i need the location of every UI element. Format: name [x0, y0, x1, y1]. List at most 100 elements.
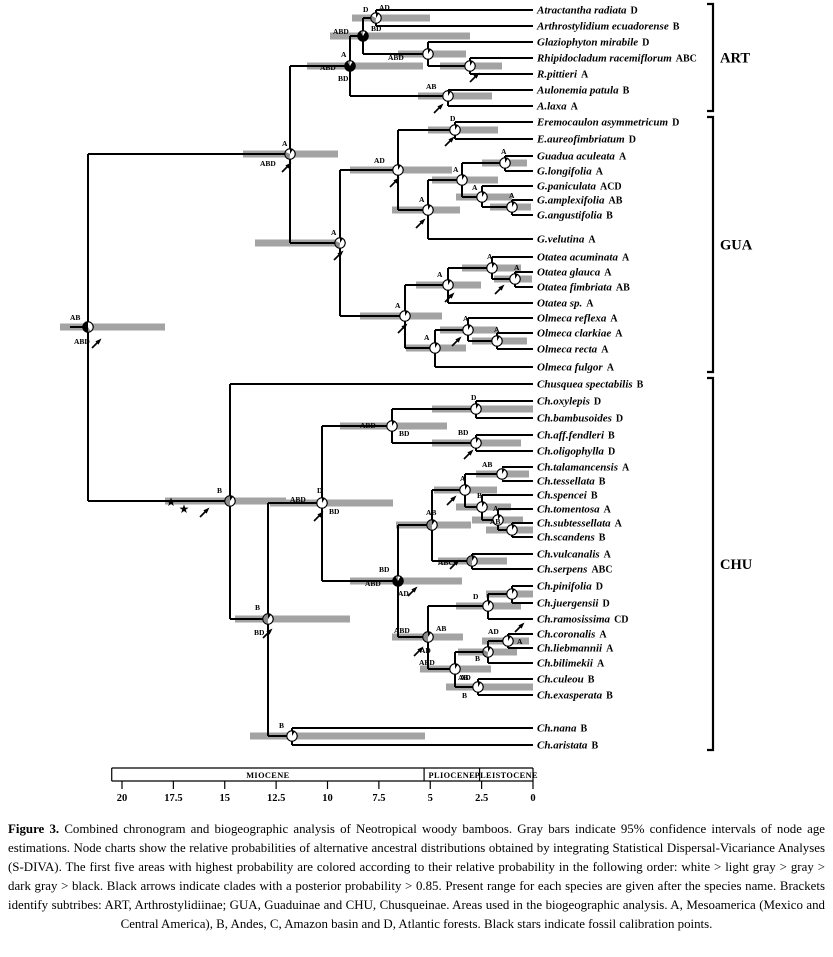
- ancestral-area-label: BD: [458, 428, 469, 437]
- confidence-bar: [250, 732, 425, 740]
- clade-bracket: [707, 2, 715, 113]
- ancestral-area-label: A: [395, 301, 401, 310]
- tip-label: G.longifolia A: [537, 166, 604, 178]
- ancestral-area-label: B: [255, 603, 260, 612]
- tip-label: Ch.oxylepis D: [537, 396, 601, 408]
- ancestral-area-label: AB: [482, 460, 492, 469]
- tip-label: Chusquea spectabilis B: [537, 379, 644, 391]
- ancestral-area-label: B: [462, 691, 467, 700]
- time-tick-label: 15: [220, 793, 231, 804]
- ancestral-area-label: D: [450, 114, 456, 123]
- ancestral-area-label: AB: [70, 313, 80, 322]
- ancestral-area-label: AD: [379, 3, 390, 12]
- confidence-bar: [330, 32, 470, 40]
- tip-label: Ch.culeou B: [537, 674, 595, 686]
- confidence-bar: [428, 126, 498, 134]
- tip-label: A.laxa A: [536, 101, 579, 113]
- tip-label: G.velutina A: [537, 234, 596, 246]
- ancestral-area-label: ABD: [333, 27, 349, 36]
- tip-label: Olmeca fulgor A: [537, 362, 615, 374]
- ancestral-area-label: BD: [371, 24, 382, 33]
- ancestral-area-label: AB: [426, 82, 436, 91]
- confidence-bar: [350, 577, 462, 585]
- tip-label: Ch.vulcanalis A: [537, 549, 612, 561]
- ancestral-area-label: BD: [338, 74, 349, 83]
- ancestral-area-label: AD: [420, 646, 431, 655]
- confidence-bar: [446, 683, 533, 691]
- tip-label: Ch.nana B: [537, 723, 587, 735]
- ancestral-area-label: A: [472, 183, 478, 192]
- ancestral-area-label: A: [493, 504, 499, 513]
- time-tick-label: 0: [530, 793, 535, 804]
- confidence-bars: [60, 14, 533, 740]
- tip-label: Ch.bilimekii A: [537, 658, 605, 670]
- ancestral-area-label: BD: [254, 628, 265, 637]
- time-tick-label: 12.5: [267, 793, 285, 804]
- tip-label: E.aureofimbriatum D: [536, 134, 636, 146]
- ancestral-area-label: B: [217, 486, 222, 495]
- tip-label: Ch.ramosissima CD: [537, 614, 629, 626]
- support-arrow-icon: [448, 136, 455, 143]
- support-arrow-icon: [266, 628, 273, 635]
- figure-caption-body: Combined chronogram and biogeographic an…: [8, 822, 826, 931]
- ancestral-area-label: ABD: [290, 495, 306, 504]
- tip-label: Olmeca reflexa A: [537, 313, 618, 325]
- confidence-bar: [307, 62, 423, 70]
- tip-label: Ch.aristata B: [537, 740, 598, 752]
- ancestral-area-label: ABD: [394, 626, 410, 635]
- clade-label: GUA: [720, 238, 753, 254]
- support-arrow-icon: [455, 336, 462, 343]
- tip-label: Ch.subtessellata A: [537, 518, 623, 530]
- ancestral-area-label: ABD: [388, 53, 404, 62]
- tip-label: Otatea fimbriata AB: [537, 282, 630, 294]
- confidence-bar: [352, 14, 430, 22]
- ancestral-area-label: A: [331, 228, 337, 237]
- time-tick-label: 10: [322, 793, 333, 804]
- support-arrow-icon: [317, 511, 324, 518]
- time-tick-label: 2.5: [475, 793, 488, 804]
- tip-label: Aulonemia patula B: [536, 85, 630, 97]
- tip-label: Ch.juergensii D: [537, 598, 610, 610]
- support-arrow-icon: [401, 323, 408, 330]
- fossil-star-icon: ★: [166, 495, 177, 509]
- confidence-bar: [60, 323, 165, 331]
- support-arrow-icon: [437, 103, 444, 110]
- epoch-label: PLEISTOCENE: [475, 771, 538, 780]
- clade-brackets: ART GUA CHU: [707, 2, 753, 752]
- ancestral-area-label: D: [471, 393, 477, 402]
- support-arrow-icon: [95, 338, 102, 345]
- figure-caption: Figure 3. Combined chronogram and biogeo…: [8, 820, 825, 934]
- tip-label: Ch.scandens B: [537, 532, 606, 544]
- ancestral-area-label: A: [282, 139, 288, 148]
- ancestral-area-label: A: [419, 195, 425, 204]
- support-arrow-icon: [411, 586, 418, 593]
- ancestral-area-label: ABC: [438, 558, 454, 567]
- ancestral-area-label: A: [437, 270, 443, 279]
- tip-label: Atractantha radiata D: [536, 5, 638, 17]
- ancestral-area-label: D: [317, 486, 323, 495]
- ancestral-area-label: B: [475, 654, 480, 663]
- tip-label: Ch.serpens ABC: [537, 564, 613, 576]
- support-arrow-icon: [203, 507, 210, 514]
- ancestral-area-label: AD: [398, 589, 409, 598]
- ancestral-area-label: BD: [379, 565, 390, 574]
- node-pies: [82, 12, 521, 742]
- ancestral-area-label: A: [424, 333, 430, 342]
- tip-label: Ch.oligophylla D: [537, 446, 615, 458]
- tip-label: Ch.tessellata B: [537, 476, 606, 488]
- ancestral-area-label: BD: [399, 429, 410, 438]
- support-arrow-icon: [473, 72, 480, 79]
- tip-label: Ch.coronalis A: [537, 629, 607, 641]
- tip-label: Ch.talamancensis A: [537, 462, 630, 474]
- ancestral-area-label: B: [477, 491, 482, 500]
- confidence-bar: [270, 499, 393, 507]
- support-arrow-icon: [419, 218, 426, 225]
- ancestral-area-label: A: [487, 252, 493, 261]
- tip-label: Ch.tomentosa A: [537, 504, 612, 516]
- tip-label: Ch.liebmannii A: [537, 643, 614, 655]
- support-arrow-icon: [448, 292, 455, 299]
- time-tick-label: 7.5: [372, 793, 385, 804]
